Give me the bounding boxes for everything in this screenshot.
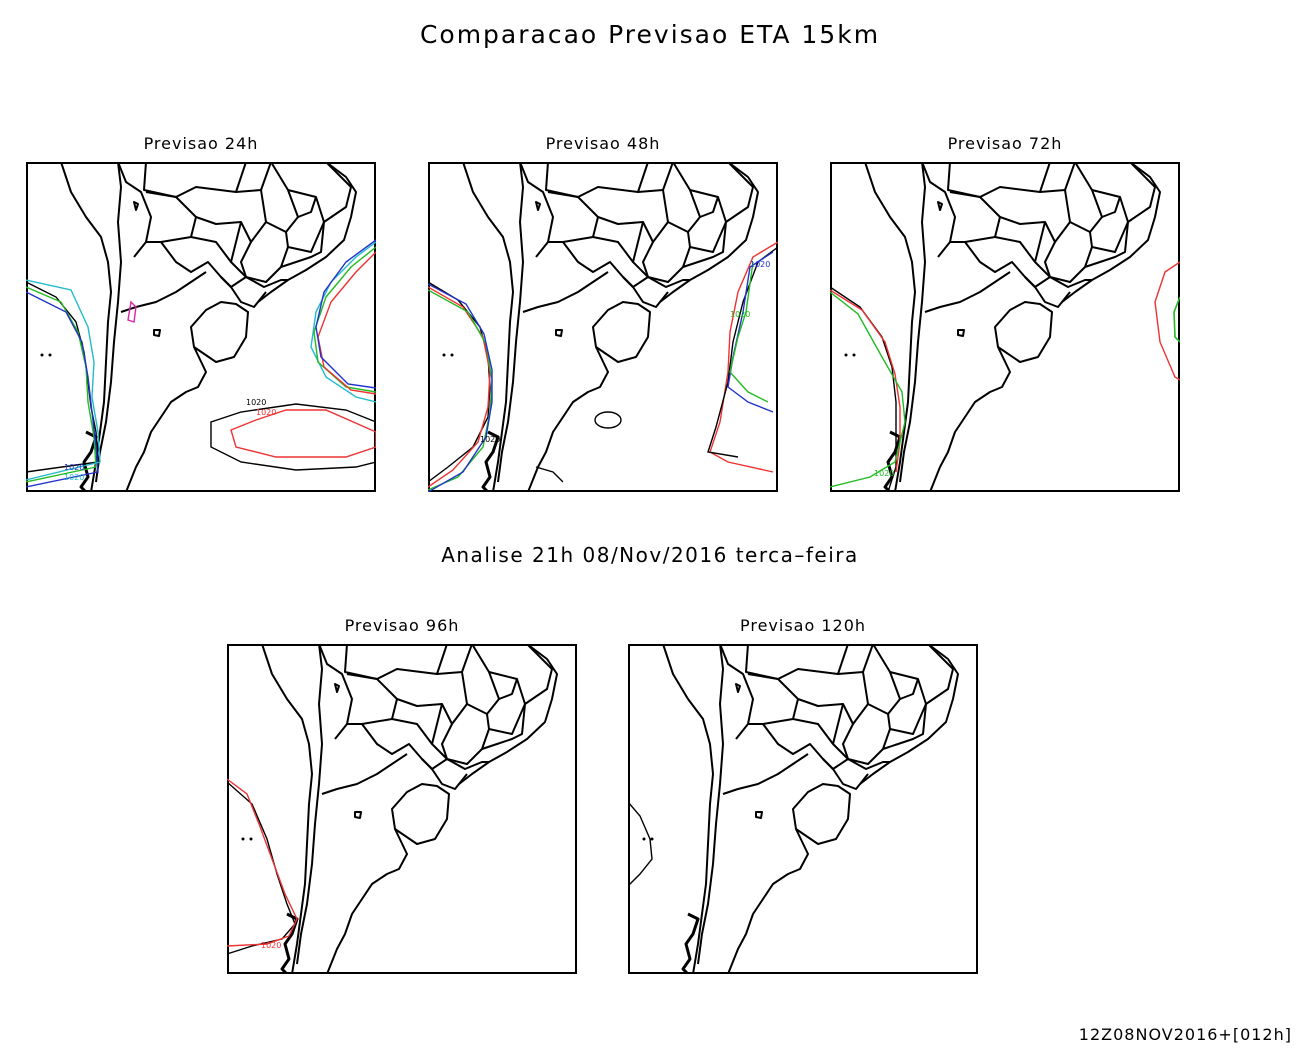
map-panel-96h: Previsao 96h 1020 xyxy=(227,616,577,974)
contour-label: 1020 xyxy=(750,260,770,269)
contour-cyan xyxy=(310,241,376,403)
page-title: Comparacao Previsao ETA 15km xyxy=(419,20,881,49)
contour-label: 1020 xyxy=(874,469,894,478)
contour-label: 1020 xyxy=(64,463,84,472)
island-dot xyxy=(844,353,848,357)
map-panel-24h: Previsao 24h 1020 1020 1020 1020 xyxy=(26,134,376,492)
contour-black xyxy=(594,411,622,429)
island-dot xyxy=(241,837,245,841)
contour-green xyxy=(313,246,376,393)
contour-green xyxy=(729,261,769,403)
analysis-label: Analise 21h 08/Nov/2016 terca–feira xyxy=(441,543,859,567)
contour-label: 1020 xyxy=(730,310,750,319)
contour-red xyxy=(227,778,298,947)
contour-black xyxy=(535,466,564,483)
contour-red xyxy=(230,409,376,458)
island-dot xyxy=(642,837,646,841)
island-dot xyxy=(442,353,446,357)
island-dot xyxy=(852,353,856,357)
map-frame xyxy=(830,162,1180,492)
map-frame xyxy=(428,162,778,492)
contour-label: 1020 xyxy=(246,398,266,407)
map-frame xyxy=(227,644,577,974)
contour-label: 1020 xyxy=(64,473,84,482)
map-svg: 1020 xyxy=(830,162,1180,492)
panel-title: Previsao 72h xyxy=(947,134,1063,153)
contour-green xyxy=(26,286,97,483)
panel-title: Previsao 48h xyxy=(545,134,661,153)
panel-title: Previsao 96h xyxy=(344,616,460,635)
map-svg: 1020 xyxy=(227,644,577,974)
contour-cyan xyxy=(26,279,101,481)
contour-black xyxy=(628,801,653,887)
contour-blue xyxy=(428,283,493,492)
map-panel-72h: Previsao 72h 1020 xyxy=(830,134,1180,492)
map-svg xyxy=(628,644,978,974)
map-frame xyxy=(26,162,376,492)
contour-label: 1020 xyxy=(480,435,500,444)
contour-black xyxy=(210,403,376,471)
contour-black xyxy=(707,246,778,458)
contour-blue xyxy=(26,291,99,488)
map-panel-48h: Previsao 48h 1020 1020 1020 xyxy=(428,134,778,492)
contour-label: 1020 xyxy=(256,408,276,417)
contour-black xyxy=(428,281,491,483)
contour-red xyxy=(709,241,778,473)
map-svg: 1020 1020 1020 1020 xyxy=(26,162,376,492)
map-svg: 1020 1020 1020 xyxy=(428,162,778,492)
island-dot xyxy=(249,837,253,841)
contour-green xyxy=(830,291,906,488)
island-dot xyxy=(450,353,454,357)
contour-blue xyxy=(315,239,376,389)
contour-red xyxy=(1154,261,1180,381)
island-dot xyxy=(48,353,52,357)
panel-title: Previsao 24h xyxy=(143,134,259,153)
map-panel-120h: Previsao 120h xyxy=(628,616,978,974)
contour-green xyxy=(1173,296,1180,343)
contour-label: 1020 xyxy=(261,941,281,950)
island-dot xyxy=(650,837,654,841)
contour-magenta xyxy=(127,300,137,323)
footer-timestamp: 12Z08NOV2016+[012h] xyxy=(1078,1025,1292,1044)
map-frame xyxy=(628,644,978,974)
contour-red xyxy=(428,286,491,488)
panel-title: Previsao 120h xyxy=(739,616,867,635)
island-dot xyxy=(40,353,44,357)
